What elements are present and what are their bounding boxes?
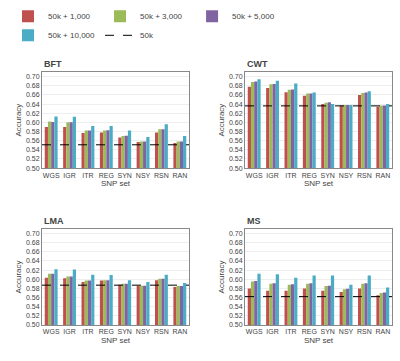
svg-text:0.52: 0.52 [229,312,243,319]
svg-text:0.54: 0.54 [26,303,40,310]
svg-text:SYN: SYN [320,328,334,335]
svg-text:WGS: WGS [246,172,263,179]
svg-text:0.66: 0.66 [26,248,40,255]
svg-text:REG: REG [99,172,114,179]
svg-text:0.62: 0.62 [26,267,40,274]
svg-text:RAN: RAN [172,328,187,335]
svg-text:0.58: 0.58 [229,285,243,292]
svg-text:WGS: WGS [43,172,60,179]
svg-text:0.50: 0.50 [26,321,40,328]
svg-text:RAN: RAN [375,328,390,335]
svg-text:Accuracy: Accuracy [217,260,226,293]
svg-text:SNP set: SNP set [304,336,334,345]
svg-text:0.50: 0.50 [26,165,40,172]
svg-text:0.54: 0.54 [229,303,243,310]
svg-text:0.68: 0.68 [229,82,243,89]
svg-text:50k: 50k [140,31,154,40]
svg-text:0.64: 0.64 [229,257,243,264]
svg-text:0.64: 0.64 [229,101,243,108]
svg-text:0.54: 0.54 [229,146,243,153]
svg-text:0.56: 0.56 [229,294,243,301]
svg-text:0.70: 0.70 [229,230,243,237]
svg-text:0.50: 0.50 [229,321,243,328]
svg-text:0.56: 0.56 [26,137,40,144]
svg-text:RAN: RAN [375,172,390,179]
svg-text:0.60: 0.60 [229,119,243,126]
svg-text:NSY: NSY [136,328,151,335]
svg-text:0.62: 0.62 [229,267,243,274]
svg-text:0.52: 0.52 [229,155,243,162]
svg-text:IGR: IGR [266,172,278,179]
svg-text:NSY: NSY [339,172,354,179]
svg-text:RSN: RSN [357,328,372,335]
svg-text:REG: REG [99,328,114,335]
svg-text:50k + 10,000: 50k + 10,000 [48,31,95,40]
svg-text:0.64: 0.64 [26,257,40,264]
svg-text:0.60: 0.60 [26,119,40,126]
svg-text:0.56: 0.56 [26,294,40,301]
svg-text:RSN: RSN [154,328,169,335]
svg-text:0.64: 0.64 [26,101,40,108]
svg-text:ITR: ITR [82,328,93,335]
svg-text:SYN: SYN [320,172,334,179]
svg-text:NSY: NSY [339,328,354,335]
svg-text:SNP set: SNP set [101,179,131,188]
svg-text:0.58: 0.58 [26,285,40,292]
svg-text:NSY: NSY [136,172,151,179]
svg-text:50k + 3,000: 50k + 3,000 [140,12,183,21]
svg-text:CWT: CWT [247,59,268,69]
svg-text:0.56: 0.56 [229,137,243,144]
svg-text:Accuracy: Accuracy [14,260,23,293]
svg-text:0.60: 0.60 [229,276,243,283]
svg-text:0.54: 0.54 [26,146,40,153]
svg-text:WGS: WGS [246,328,263,335]
svg-text:0.70: 0.70 [26,73,40,80]
svg-text:LMA: LMA [44,216,64,226]
svg-text:RAN: RAN [172,172,187,179]
svg-text:SYN: SYN [117,172,131,179]
svg-text:0.50: 0.50 [229,165,243,172]
svg-text:BFT: BFT [44,59,62,69]
svg-text:0.52: 0.52 [26,155,40,162]
svg-text:IGR: IGR [63,172,75,179]
svg-text:0.68: 0.68 [229,239,243,246]
svg-text:SNP set: SNP set [101,336,131,345]
svg-text:RSN: RSN [357,172,372,179]
svg-text:0.58: 0.58 [229,128,243,135]
svg-text:REG: REG [302,328,317,335]
svg-text:IGR: IGR [266,328,278,335]
svg-text:WGS: WGS [43,328,60,335]
svg-text:0.68: 0.68 [26,82,40,89]
svg-text:0.66: 0.66 [229,248,243,255]
svg-text:0.70: 0.70 [26,230,40,237]
svg-text:IGR: IGR [63,328,75,335]
svg-text:0.58: 0.58 [26,128,40,135]
svg-text:0.66: 0.66 [26,91,40,98]
svg-text:ITR: ITR [285,328,296,335]
svg-text:50k + 5,000: 50k + 5,000 [232,12,275,21]
svg-text:0.60: 0.60 [26,276,40,283]
svg-text:0.68: 0.68 [26,239,40,246]
svg-text:0.62: 0.62 [26,110,40,117]
svg-text:0.66: 0.66 [229,91,243,98]
svg-text:0.62: 0.62 [229,110,243,117]
svg-text:Accuracy: Accuracy [14,104,23,137]
svg-text:0.52: 0.52 [26,312,40,319]
svg-text:RSN: RSN [154,172,169,179]
svg-text:50k + 1,000: 50k + 1,000 [48,12,91,21]
svg-text:Accuracy: Accuracy [217,104,226,137]
svg-text:SYN: SYN [117,328,131,335]
svg-text:0.70: 0.70 [229,73,243,80]
svg-text:ITR: ITR [285,172,296,179]
svg-text:MS: MS [247,216,261,226]
svg-text:REG: REG [302,172,317,179]
svg-text:ITR: ITR [82,172,93,179]
svg-text:SNP set: SNP set [304,179,334,188]
